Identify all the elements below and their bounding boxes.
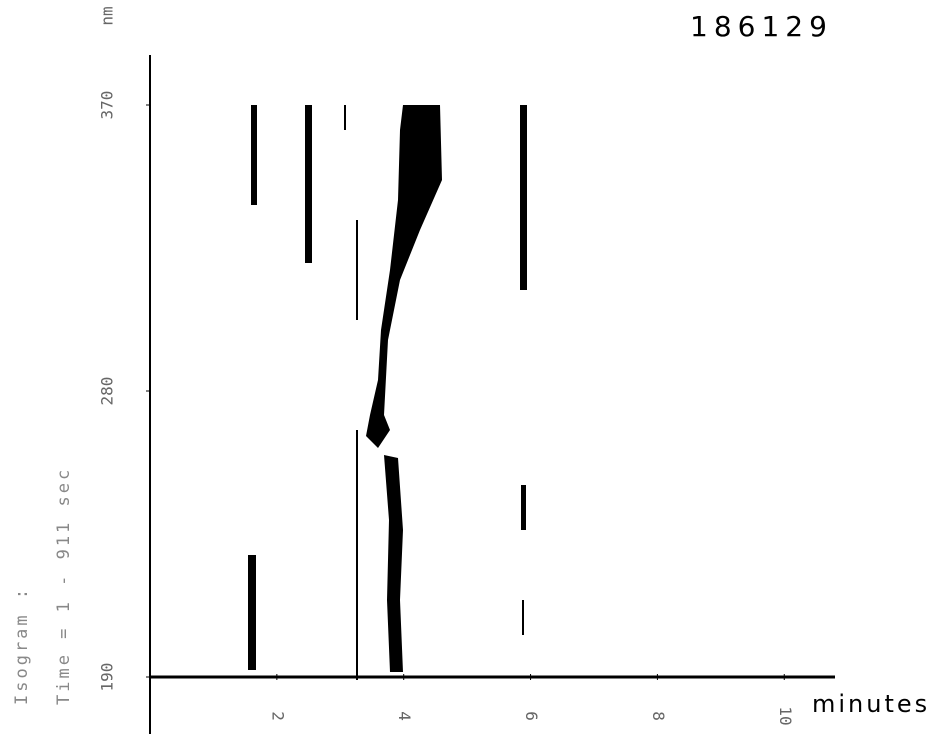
x-tick-label: 10	[776, 706, 795, 725]
streak	[521, 485, 526, 530]
streaks	[248, 105, 527, 680]
y-tick-label: 280	[98, 377, 117, 406]
streak	[305, 105, 312, 263]
y-axis-label: nm	[98, 6, 117, 25]
x-tick-label: 2	[268, 711, 287, 721]
y-tick-label: 370	[98, 91, 117, 120]
streak	[522, 600, 524, 635]
streak	[384, 455, 403, 672]
streak	[248, 555, 256, 670]
chart-title: 186129	[690, 10, 833, 43]
caption-line: Isogram :	[12, 586, 32, 705]
x-axis-label: minutes	[812, 690, 930, 718]
streak	[520, 105, 527, 290]
streak	[356, 430, 358, 680]
x-tick-label: 4	[395, 711, 414, 721]
streak	[344, 105, 346, 130]
x-tick-label: 6	[522, 711, 541, 721]
x-tick-label: 8	[649, 711, 668, 721]
streak	[366, 105, 442, 448]
streak	[356, 220, 358, 320]
streak	[251, 105, 257, 205]
caption-line: Time = 1 - 911 sec	[54, 467, 74, 705]
y-tick-label: 190	[98, 663, 117, 692]
